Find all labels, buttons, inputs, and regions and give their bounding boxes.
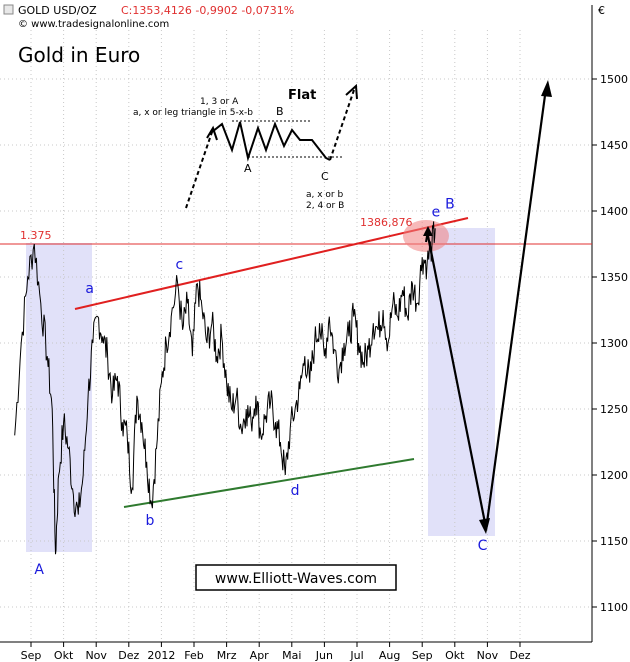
wave-label-0: A (34, 562, 44, 578)
watermark-frame (195, 564, 397, 591)
xtick-label-5: Feb (184, 649, 203, 662)
inset-label-A: A (244, 162, 252, 175)
projection-arrows (423, 80, 552, 534)
wave-label-1: a (85, 281, 94, 297)
inset-label-C: C (321, 170, 329, 183)
inset-leg-2-dashed (329, 89, 355, 161)
inset-label-top-2: a, x or leg triangle in 5-x-b (133, 108, 253, 118)
watermark-box: www.Elliott-Waves.com (195, 564, 397, 591)
chart-header: GOLD USD/OZ C:1353,4126 -0,9902 -0,0731%… (3, 4, 605, 30)
ytick-label-1250: 1250 (600, 403, 628, 416)
inset-leg-2-arrowhead (345, 83, 358, 100)
xtick-label-13: Okt (445, 649, 465, 662)
plot-frame (0, 5, 593, 643)
quote-label: C:1353,4126 -0,9902 -0,0731% (121, 4, 294, 17)
shade-region-A (26, 243, 92, 552)
wave-label-7: C (478, 538, 488, 554)
ytick-label-1300: 1300 (600, 337, 628, 350)
currency-label: € (598, 4, 605, 17)
wave-label-5: e (432, 204, 441, 220)
source-label: © www.tradesignalonline.com (18, 19, 169, 30)
xtick-label-1: Okt (54, 649, 74, 662)
price-line-0 (14, 221, 436, 555)
level-1375-label: 1.375 (20, 229, 52, 242)
lower-channel-line (123, 458, 415, 508)
xtick-label-15: Dez (509, 649, 530, 662)
xtick-label-7: Apr (250, 649, 270, 662)
inset-zigzag (211, 121, 331, 162)
ytick-label-1500: 1500 (600, 73, 628, 86)
projection-arrow-up-head (541, 80, 552, 97)
chart-title: Gold in Euro (18, 43, 140, 67)
ytick-label-1400: 1400 (600, 205, 628, 218)
inset-label-bottom-2: 2, 4 or B (306, 201, 344, 211)
inset-title: Flat (288, 88, 316, 103)
overlays: 1.375 1386,876 (0, 216, 592, 508)
wave-label-4: d (291, 483, 300, 499)
xtick-label-10: Jul (349, 649, 363, 662)
ytick-label-1450: 1450 (600, 139, 628, 152)
shaded-regions (26, 228, 495, 552)
ytick-label-1350: 1350 (600, 271, 628, 284)
wave-labels: Aa b c d e B C (34, 196, 487, 578)
symbol-box-icon (3, 4, 14, 15)
inset-label-top-1: 1, 3 or A (200, 97, 239, 107)
wave-label-3: c (175, 257, 183, 273)
projection-arrow-up (484, 87, 548, 531)
symbol-label: GOLD USD/OZ (18, 4, 97, 17)
inset-leg-1-dashed (185, 131, 213, 209)
xtick-label-0: Sep (21, 649, 42, 662)
y-axis-ticks: 1100 1150 1200 1250 1300 1350 1400 1450 1500 (592, 73, 628, 614)
shade-region-B-C (428, 228, 495, 536)
ytick-label-1100: 1100 (600, 601, 628, 614)
watermark-text: www.Elliott-Waves.com (215, 571, 377, 587)
inset-label-B: B (276, 105, 284, 118)
xtick-label-3: Dez (118, 649, 139, 662)
xtick-label-14: Nov (477, 649, 499, 662)
xtick-label-2: Nov (85, 649, 107, 662)
wave-label-2: b (146, 513, 155, 529)
inset-label-bottom-1: a, x or b (306, 190, 343, 200)
projection-arrow-down (426, 235, 488, 529)
projection-arrow-start-head (423, 226, 433, 236)
inset-leg-1-arrowhead (206, 125, 218, 141)
price-series (14, 221, 436, 555)
flat-pattern-inset: Flat 1, 3 or A a, x or leg triangle in 5… (133, 83, 358, 211)
x-axis-ticks: Sep Okt Nov Dez 2012 Feb Mrz Apr Mai Jun Jul Aug Sep… (21, 642, 531, 662)
xtick-label-12: Sep (412, 649, 433, 662)
ytick-label-1150: 1150 (600, 535, 628, 548)
xtick-label-6: Mrz (217, 649, 237, 662)
gridlines (0, 30, 592, 642)
wave-label-6: B (445, 196, 455, 212)
xtick-label-8: Mai (282, 649, 301, 662)
ytick-label-1200: 1200 (600, 469, 628, 482)
xtick-label-11: Aug (379, 649, 400, 662)
upper-channel-line (74, 217, 469, 310)
peak-value-label: 1386,876 (360, 216, 413, 229)
xtick-label-9: Jun (315, 649, 333, 662)
xtick-label-4: 2012 (147, 649, 175, 662)
